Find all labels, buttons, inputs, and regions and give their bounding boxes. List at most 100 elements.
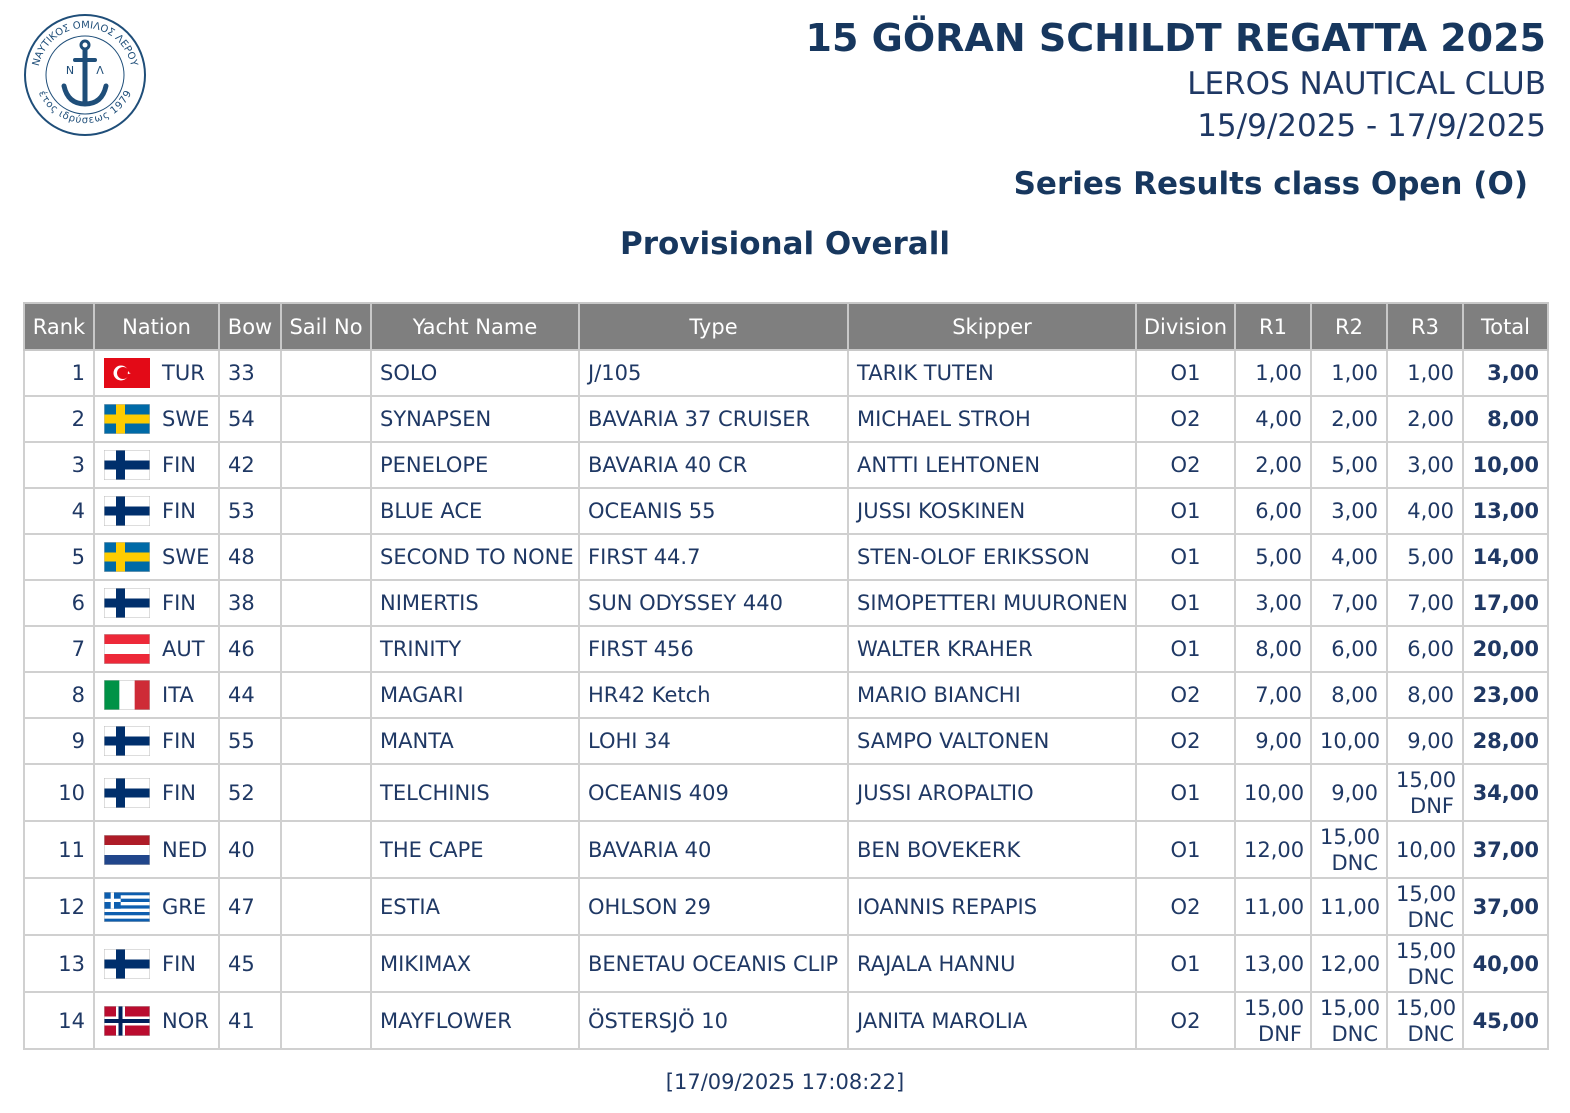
penalty-code: DNC <box>1407 907 1454 932</box>
column-header: Rank <box>23 302 95 351</box>
penalty-code: DNC <box>1407 1021 1454 1046</box>
cell-rank: 14 <box>23 991 95 1050</box>
cell-yacht: TRINITY <box>370 625 580 673</box>
result-row: 12 GRE 47 ESTIA OHLSON 29 IOANNIS REPAPIS O2 11… <box>23 877 1549 936</box>
cell-r1: 13,00 <box>1234 934 1312 993</box>
cell-skipper: TARIK TUTEN <box>847 349 1137 397</box>
cell-r2: 11,00 <box>1310 877 1388 936</box>
flag <box>103 725 151 757</box>
race-score: 15,00 <box>1320 824 1381 849</box>
cell-nation: FIN <box>93 579 220 627</box>
cell-type: HR42 Ketch <box>578 671 849 719</box>
column-header: Yacht Name <box>370 302 580 351</box>
column-header: R1 <box>1234 302 1312 351</box>
cell-r3: 5,00 <box>1386 533 1464 581</box>
cell-bow: 41 <box>218 991 282 1050</box>
title: 15 GÖRAN SCHILDT REGATTA 2025 <box>805 16 1546 60</box>
result-row: 10 FIN 52 TELCHINIS OCEANIS 409 JUSSI AROPALT… <box>23 763 1549 822</box>
cell-bow: 54 <box>218 395 282 443</box>
cell-rank: 9 <box>23 717 95 765</box>
cell-r3: 15,00 DNC <box>1386 934 1464 993</box>
nation-code: SWE <box>162 545 210 569</box>
cell-rank: 2 <box>23 395 95 443</box>
cell-sail <box>280 441 372 489</box>
cell-r3: 9,00 <box>1386 717 1464 765</box>
cell-r2: 12,00 <box>1310 934 1388 993</box>
nation-code: TUR <box>162 361 205 385</box>
cell-division: O2 <box>1135 717 1236 765</box>
result-row: 4 FIN 53 BLUE ACE OCEANIS 55 JUSSI KOSKINEN O1… <box>23 487 1549 535</box>
cell-rank: 3 <box>23 441 95 489</box>
cell-nation: NED <box>93 820 220 879</box>
cell-r2: 1,00 <box>1310 349 1388 397</box>
cell-yacht: MAGARI <box>370 671 580 719</box>
cell-bow: 38 <box>218 579 282 627</box>
heading: Provisional Overall <box>620 226 950 262</box>
cell-r2: 3,00 <box>1310 487 1388 535</box>
club-name: LEROS NAUTICAL CLUB <box>1187 66 1546 102</box>
cell-nation: FIN <box>93 441 220 489</box>
subtitle: Series Results class Open (O) <box>1013 166 1528 202</box>
result-row: 2 SWE 54 SYNAPSEN BAVARIA 37 CRUISER MICHAEL … <box>23 395 1549 443</box>
race-score: 15,00 <box>1396 881 1457 906</box>
cell-total: 23,00 <box>1462 671 1549 719</box>
cell-r3: 2,00 <box>1386 395 1464 443</box>
cell-skipper: MICHAEL STROH <box>847 395 1137 443</box>
cell-bow: 55 <box>218 717 282 765</box>
cell-r3: 4,00 <box>1386 487 1464 535</box>
nation-code: FIN <box>162 951 196 976</box>
cell-sail <box>280 934 372 993</box>
cell-rank: 8 <box>23 671 95 719</box>
cell-type: BAVARIA 37 CRUISER <box>578 395 849 443</box>
cell-yacht: MANTA <box>370 717 580 765</box>
cell-type: ÖSTERSJÖ 10 <box>578 991 849 1050</box>
cell-division: O1 <box>1135 934 1236 993</box>
nation-code: FIN <box>162 499 196 523</box>
cell-nation: FIN <box>93 487 220 535</box>
column-header: Skipper <box>847 302 1137 351</box>
cell-type: BAVARIA 40 <box>578 820 849 879</box>
cell-type: OCEANIS 409 <box>578 763 849 822</box>
cell-sail <box>280 671 372 719</box>
cell-bow: 47 <box>218 877 282 936</box>
cell-nation: GRE <box>93 877 220 936</box>
column-header: Nation <box>93 302 220 351</box>
cell-division: O1 <box>1135 579 1236 627</box>
cell-division: O2 <box>1135 991 1236 1050</box>
cell-rank: 6 <box>23 579 95 627</box>
cell-type: SUN ODYSSEY 440 <box>578 579 849 627</box>
flag <box>103 1005 151 1036</box>
cell-yacht: MAYFLOWER <box>370 991 580 1050</box>
cell-rank: 12 <box>23 877 95 936</box>
cell-nation: FIN <box>93 717 220 765</box>
cell-bow: 44 <box>218 671 282 719</box>
flag <box>103 948 151 979</box>
column-header: R3 <box>1386 302 1464 351</box>
cell-division: O2 <box>1135 441 1236 489</box>
penalty-code: DNF <box>1410 793 1454 818</box>
cell-division: O1 <box>1135 349 1236 397</box>
cell-r2: 10,00 <box>1310 717 1388 765</box>
cell-sail <box>280 717 372 765</box>
cell-sail <box>280 487 372 535</box>
cell-yacht: SOLO <box>370 349 580 397</box>
cell-division: O1 <box>1135 820 1236 879</box>
cell-r1: 7,00 <box>1234 671 1312 719</box>
cell-nation: NOR <box>93 991 220 1050</box>
nation-code: SWE <box>162 407 210 431</box>
cell-division: O1 <box>1135 487 1236 535</box>
flag <box>103 834 151 865</box>
nation-code: FIN <box>162 591 196 615</box>
cell-type: OHLSON 29 <box>578 877 849 936</box>
cell-division: O1 <box>1135 625 1236 673</box>
cell-sail <box>280 991 372 1050</box>
flag <box>103 777 151 808</box>
cell-total: 34,00 <box>1462 763 1549 822</box>
cell-r2: 15,00 DNC <box>1310 820 1388 879</box>
cell-r1: 12,00 <box>1234 820 1312 879</box>
cell-sail <box>280 533 372 581</box>
cell-sail <box>280 625 372 673</box>
cell-sail <box>280 395 372 443</box>
cell-nation: SWE <box>93 533 220 581</box>
cell-type: LOHI 34 <box>578 717 849 765</box>
